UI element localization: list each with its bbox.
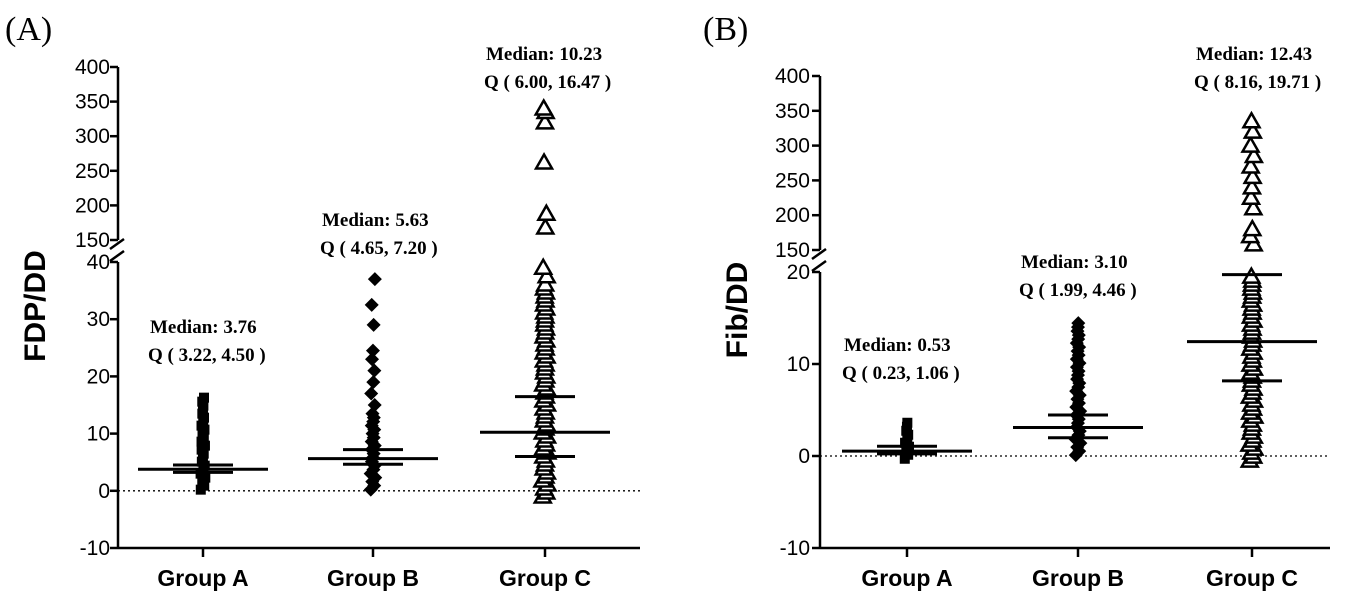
panel-a-outlier-point	[365, 352, 380, 367]
panel-b-axis-break-mark	[811, 247, 827, 261]
panel-a-outlier-point	[536, 203, 557, 221]
panel-b-y-tick-label: 20	[787, 261, 810, 284]
panel-b-label: (B)	[703, 11, 748, 48]
panel-a-x-tick-label: Group B	[327, 565, 419, 591]
panel-b-median-annotation: Median: 12.43	[1196, 44, 1312, 65]
panel-a-x-tick-label: Group C	[499, 565, 591, 591]
panel-a-y-tick-label: 250	[75, 160, 110, 183]
panel-a-y-tick-label: 200	[75, 194, 110, 217]
panel-a-outlier-point	[366, 317, 381, 332]
panel-a-outlier-point	[364, 297, 379, 312]
panel-b-quartile-annotation: Q ( 1.99, 4.46 )	[1019, 280, 1137, 301]
panel-a-data-point	[198, 392, 209, 403]
panel-a-label: (A)	[5, 11, 52, 48]
panel-a-outlier-point	[534, 111, 556, 130]
panel-a-y-tick-label: 0	[98, 480, 110, 503]
panel-b-y-tick-label: 400	[775, 65, 810, 88]
panel-a-outlier-point	[367, 272, 382, 287]
panel-b-x-tick-label: Group B	[1032, 565, 1124, 591]
panel-b-median-annotation: Median: 0.53	[844, 335, 951, 356]
panel-a-quartile-annotation: Q ( 3.22, 4.50 )	[148, 345, 266, 366]
panel-b-outlier-point	[1243, 145, 1265, 164]
panel-b-y-tick-label: -10	[780, 537, 810, 560]
panel-a-x-tick-label: Group A	[157, 565, 248, 591]
panel-a-outlier-point	[533, 98, 554, 116]
panel-a-outlier-point	[365, 343, 380, 358]
panel-a-group-1	[138, 392, 268, 495]
panel-a-quartile-annotation: Q ( 6.00, 16.47 )	[484, 72, 611, 93]
panel-b-group-3	[1187, 110, 1317, 468]
panel-a-y-tick-label: 20	[87, 365, 110, 388]
panel-b-outlier-point	[1240, 135, 1261, 153]
panel-b-median-annotation: Median: 3.10	[1021, 252, 1128, 273]
panel-a-median-annotation: Median: 5.63	[322, 210, 429, 231]
panel-b-y-tick-label: 150	[775, 239, 810, 262]
panel-b-outlier-point	[1241, 110, 1262, 129]
panel-b-y-tick-label: 10	[787, 353, 810, 376]
panel-b-y-axis-title: Fib/DD	[721, 262, 754, 359]
panel-a-y-axis-title: FDP/DD	[19, 250, 52, 362]
panel-b-outlier-point	[1243, 197, 1264, 216]
panel-b-data-point	[1071, 316, 1086, 331]
panel-a-outlier-point	[533, 257, 554, 275]
panel-a-group-3	[480, 98, 610, 504]
panel-b-y-tick-label: 350	[775, 100, 810, 123]
panel-b-outlier-point	[1240, 187, 1262, 206]
panel-a-y-tick-label: 350	[75, 91, 110, 114]
panel-a-median-annotation: Median: 3.76	[150, 317, 257, 338]
panel-b-outlier-point	[1241, 176, 1263, 195]
panel-b-y-tick-label: 250	[775, 169, 810, 192]
panel-a-outlier-point	[367, 363, 382, 378]
panel-b-quartile-annotation: Q ( 8.16, 19.71 )	[1194, 72, 1321, 93]
panel-b-axis-break-mark	[811, 259, 827, 273]
panel-b-outlier-point	[1242, 218, 1263, 237]
panel-b-y-tick-label: 0	[798, 445, 810, 468]
panel-b-x-tick-label: Group C	[1206, 565, 1298, 591]
panel-a-outlier-point	[533, 151, 555, 170]
panel-a-axis-break-mark	[109, 249, 125, 263]
panel-a-y-tick-label: -10	[80, 537, 110, 560]
panel-b-outlier-point	[1240, 155, 1261, 174]
panel-a-outlier-point	[536, 265, 557, 284]
panel-b-x-tick-label: Group A	[861, 565, 952, 591]
panel-a-y-tick-label: 150	[75, 229, 110, 252]
panel-a-y-tick-label: 300	[75, 125, 110, 148]
panel-a-y-tick-label: 400	[75, 56, 110, 79]
panel-a-y-tick-label: 30	[87, 308, 110, 331]
panel-b-y-tick-label: 300	[775, 135, 810, 158]
panel-a-y-tick-label: 40	[87, 251, 110, 274]
panel-b-group-1	[842, 417, 972, 464]
panel-a-outlier-point	[366, 375, 381, 390]
panel-a-axis-break-mark	[109, 237, 125, 251]
panel-a-group-2	[308, 272, 438, 497]
panel-a-outlier-point	[364, 386, 379, 401]
panel-b-y-tick-label: 200	[775, 204, 810, 227]
panel-b-outlier-point	[1242, 166, 1263, 185]
panel-b-outlier-point	[1243, 233, 1264, 252]
panel-a-median-annotation: Median: 10.23	[486, 44, 602, 65]
panel-a-outlier-point	[367, 398, 382, 412]
panel-a-outlier-point	[535, 217, 556, 235]
panel-b-data-point	[902, 417, 913, 428]
panel-b-group-2	[1013, 316, 1143, 463]
panel-a-quartile-annotation: Q ( 4.65, 7.20 )	[320, 238, 438, 259]
panel-b-quartile-annotation: Q ( 0.23, 1.06 )	[842, 363, 960, 384]
panel-b-outlier-point	[1242, 121, 1263, 139]
panel-a-y-tick-label: 10	[87, 423, 110, 446]
